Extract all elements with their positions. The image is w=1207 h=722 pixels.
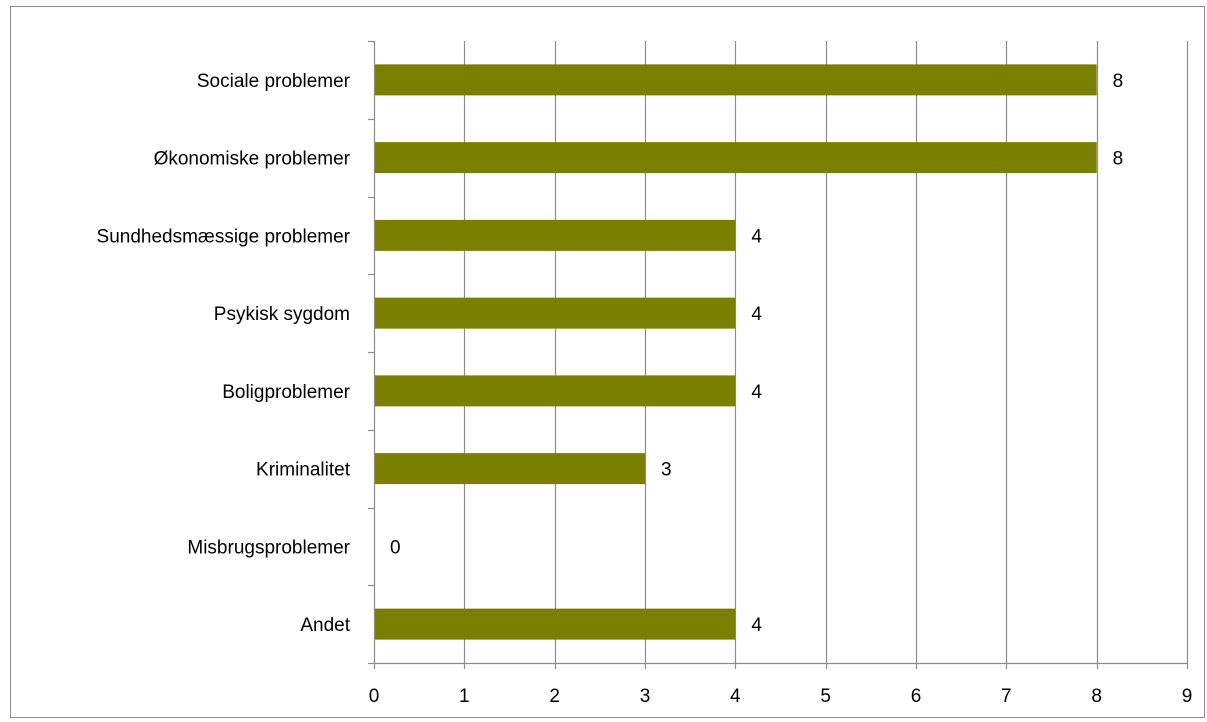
category-label: Sociale problemer	[197, 71, 351, 92]
x-tick-label: 7	[1001, 686, 1012, 707]
bar	[374, 142, 1097, 174]
x-tick-label: 5	[820, 686, 831, 707]
data-label: 8	[1113, 71, 1124, 92]
x-tick-label: 3	[640, 686, 651, 707]
x-tick-label: 4	[730, 686, 741, 707]
axes	[368, 40, 1189, 669]
bar	[374, 375, 736, 407]
bars	[374, 64, 1097, 640]
bar	[374, 297, 736, 329]
chart-frame	[10, 6, 1205, 718]
data-label: 4	[751, 304, 762, 325]
category-label: Kriminalitet	[256, 460, 351, 481]
labels: Sociale problemer 8 Økonomiske problemer 8 S…	[97, 71, 1193, 707]
category-label: Boligproblemer	[222, 382, 350, 403]
data-label: 8	[1113, 149, 1124, 170]
category-label: Andet	[300, 615, 350, 636]
bar	[374, 608, 736, 640]
category-label: Økonomiske problemer	[154, 149, 351, 170]
data-label: 3	[661, 460, 672, 481]
category-label: Psykisk sygdom	[214, 304, 350, 325]
bar	[374, 219, 736, 251]
x-tick-label: 0	[369, 686, 380, 707]
x-tick-label: 2	[549, 686, 560, 707]
data-label: 4	[751, 226, 762, 247]
grid-lines	[463, 41, 1189, 663]
x-tick-label: 9	[1182, 686, 1193, 707]
x-tick-label: 6	[911, 686, 922, 707]
x-tick-label: 1	[459, 686, 470, 707]
category-label: Misbrugsproblemer	[187, 537, 350, 558]
data-label: 4	[751, 615, 762, 636]
bar	[374, 453, 645, 485]
data-label: 0	[390, 537, 401, 558]
bar	[374, 64, 1097, 96]
data-label: 4	[751, 382, 762, 403]
category-label: Sundhedsmæssige problemer	[97, 226, 351, 247]
x-tick-label: 8	[1091, 686, 1102, 707]
